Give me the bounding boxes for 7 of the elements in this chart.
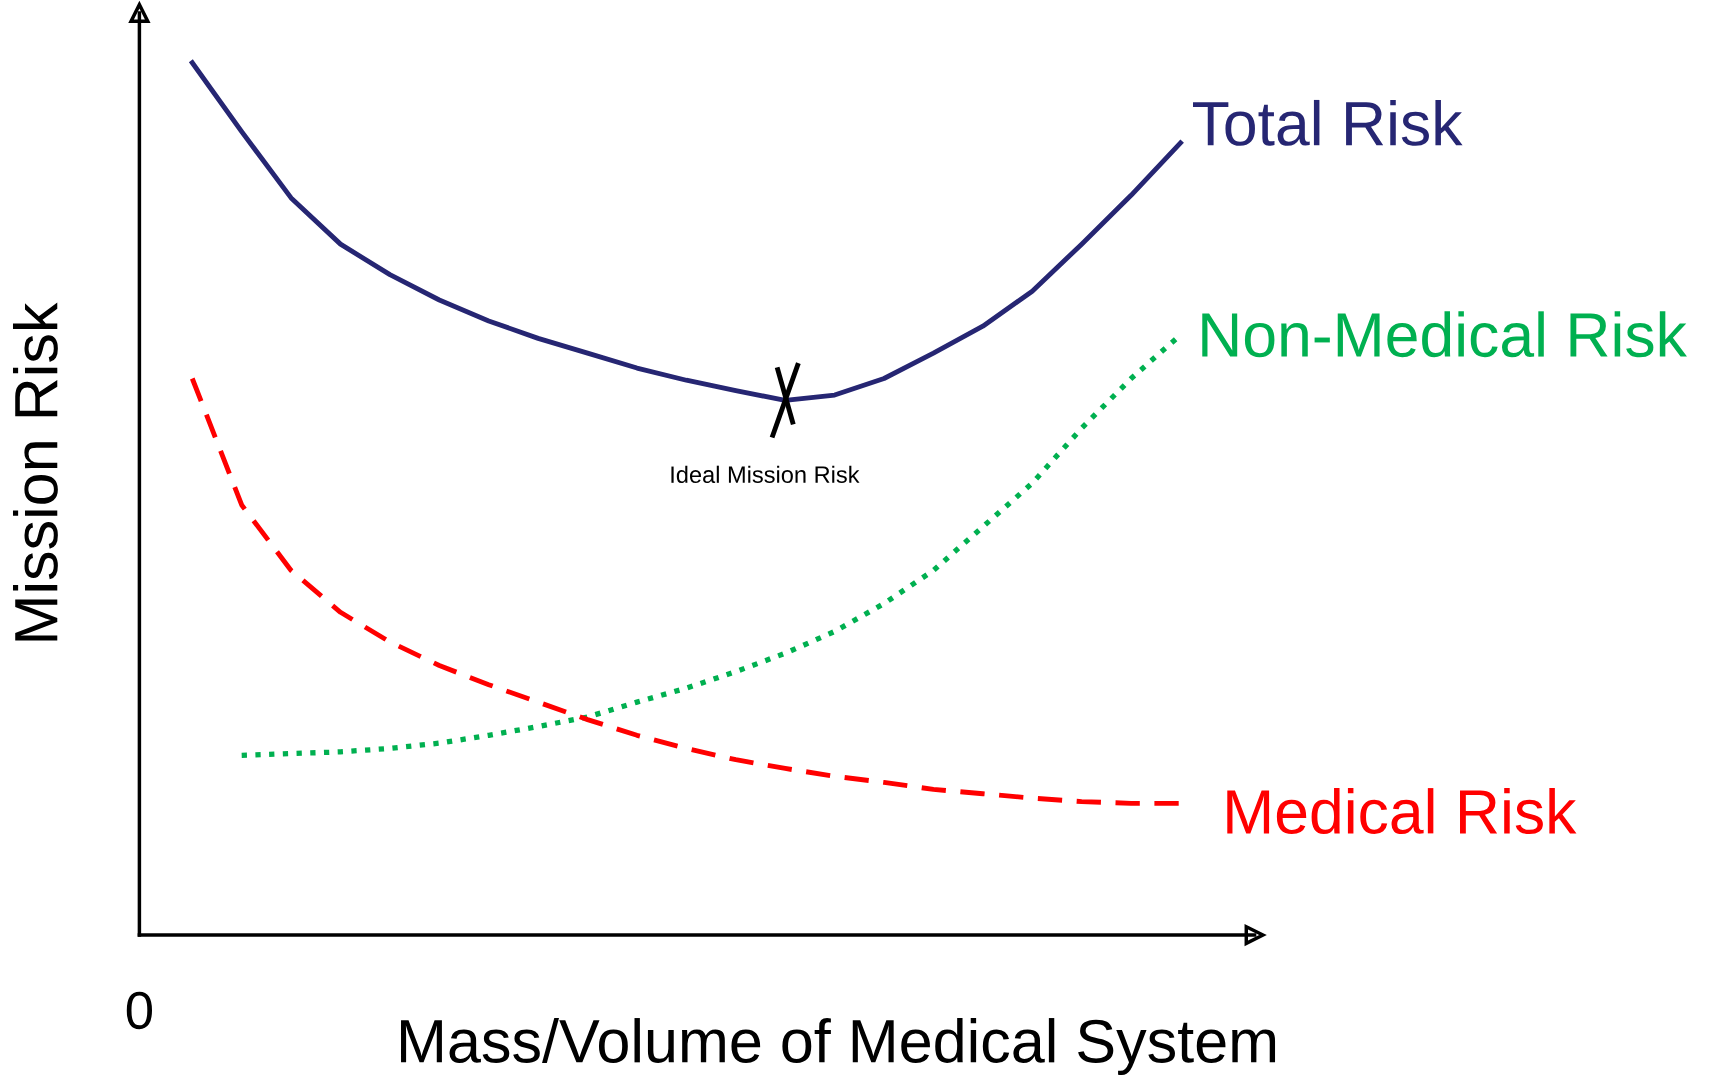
series-label: Medical Risk — [1227, 788, 1577, 834]
x-axis-title: Mass/Volume of Medical System — [401, 1018, 1276, 1076]
annotation: Ideal Mission Risk — [671, 465, 860, 484]
text: 0 — [126, 991, 153, 1030]
series-label: Non-Medical Risk — [1202, 311, 1687, 358]
y-axis-title: Mission Risk — [12, 302, 58, 641]
series-label: Total Risk — [1193, 99, 1463, 146]
